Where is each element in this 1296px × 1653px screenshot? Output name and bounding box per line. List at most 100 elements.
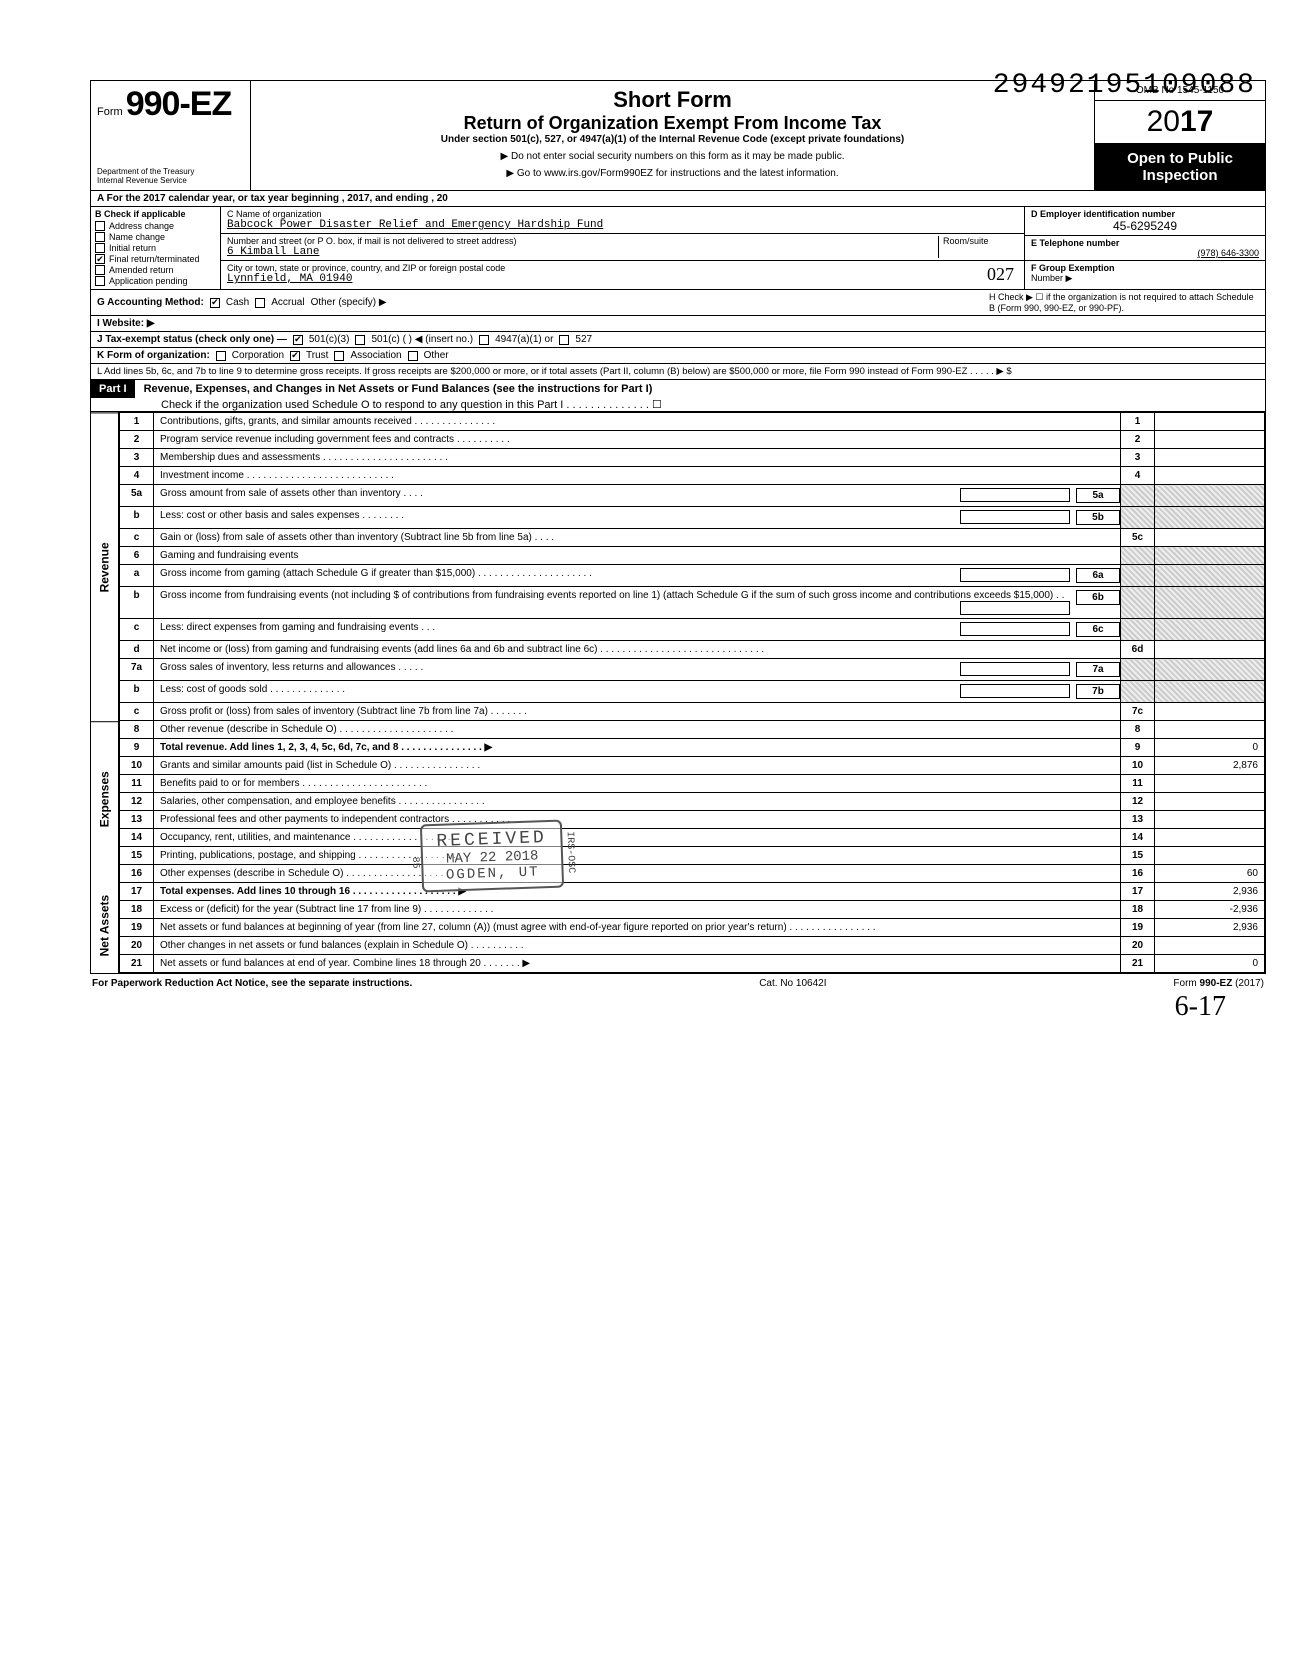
block-b-through-f: B Check if applicable Address change Nam…	[90, 207, 1266, 290]
open-inspection: Open to Public Inspection	[1095, 144, 1265, 190]
chk-name-change[interactable]	[95, 232, 105, 242]
line-6d: dNet income or (loss) from gaming and fu…	[120, 641, 1265, 659]
amt-6c[interactable]	[960, 622, 1070, 636]
inner-7a: 7a	[1076, 662, 1120, 677]
chk-527[interactable]	[559, 335, 569, 345]
line-20: 20Other changes in net assets or fund ba…	[120, 937, 1265, 955]
line-21: 21Net assets or fund balances at end of …	[120, 955, 1265, 973]
footer-mid: Cat. No 10642I	[759, 978, 826, 989]
stamp-side2: 85	[409, 857, 420, 869]
line-14: 14Occupancy, rent, utilities, and mainte…	[120, 829, 1265, 847]
part1-check: Check if the organization used Schedule …	[91, 399, 662, 411]
lbl-4947: 4947(a)(1) or	[495, 334, 553, 345]
amt-6b[interactable]	[960, 601, 1070, 615]
amt-5b[interactable]	[960, 510, 1070, 524]
lbl-name-change: Name change	[109, 232, 165, 242]
line-10: 10Grants and similar amounts paid (list …	[120, 757, 1265, 775]
line-8: 8Other revenue (describe in Schedule O) …	[120, 721, 1265, 739]
chk-trust[interactable]: ✔	[290, 351, 300, 361]
amt-7b[interactable]	[960, 684, 1070, 698]
section-def: D Employer identification number 45-6295…	[1025, 207, 1265, 289]
line-11: 11Benefits paid to or for members . . . …	[120, 775, 1265, 793]
line-7b: bLess: cost of goods sold . . . . . . . …	[120, 681, 1265, 703]
row-h: H Check ▶ ☐ if the organization is not r…	[989, 292, 1259, 313]
chk-501c3[interactable]: ✔	[293, 335, 303, 345]
amt-5a[interactable]	[960, 488, 1070, 502]
d-label: D Employer identification number	[1031, 209, 1175, 219]
org-city: Lynnfield, MA 01940	[227, 273, 352, 285]
amt-7a[interactable]	[960, 662, 1070, 676]
line-3: 3Membership dues and assessments . . . .…	[120, 449, 1265, 467]
org-street: 6 Kimball Lane	[227, 246, 319, 258]
signature: 6-17	[1175, 991, 1226, 1023]
lbl-501c3: 501(c)(3)	[309, 334, 350, 345]
lbl-527: 527	[575, 334, 592, 345]
chk-4947[interactable]	[479, 335, 489, 345]
inner-5b: 5b	[1076, 510, 1120, 525]
year-prefix: 20	[1147, 105, 1180, 138]
received-stamp: RECEIVED MAY 22 2018 OGDEN, UT IRS-OSC 8…	[420, 820, 565, 893]
side-net-assets: Net Assets	[91, 877, 118, 973]
l-text: L Add lines 5b, 6c, and 7b to line 9 to …	[97, 366, 1012, 377]
lbl-501c: 501(c) ( ) ◀ (insert no.)	[371, 334, 473, 345]
amt-6a[interactable]	[960, 568, 1070, 582]
line-9: 9Total revenue. Add lines 1, 2, 3, 4, 5c…	[120, 739, 1265, 757]
tax-year: 2017	[1095, 101, 1265, 144]
form-header: Form 990-EZ Department of the Treasury I…	[90, 80, 1266, 191]
lbl-final-return: Final return/terminated	[109, 254, 200, 264]
line-6b: bGross income from fundraising events (n…	[120, 587, 1265, 619]
c-name-label: C Name of organization	[227, 209, 322, 219]
lbl-other-method: Other (specify) ▶	[311, 297, 387, 308]
chk-corp[interactable]	[216, 351, 226, 361]
subtitle: Under section 501(c), 527, or 4947(a)(1)…	[259, 134, 1086, 145]
chk-final-return[interactable]: ✔	[95, 254, 105, 264]
line-18: 18Excess or (deficit) for the year (Subt…	[120, 901, 1265, 919]
g-label: G Accounting Method:	[97, 297, 204, 308]
chk-initial-return[interactable]	[95, 243, 105, 253]
note-ssn: ▶ Do not enter social security numbers o…	[259, 151, 1086, 162]
f-label2: Number ▶	[1031, 273, 1072, 283]
part1-label: Part I	[91, 380, 135, 398]
phone-value: (978) 646-3300	[1031, 248, 1259, 258]
title-short-form: Short Form	[259, 87, 1086, 113]
line-7a: 7aGross sales of inventory, less returns…	[120, 659, 1265, 681]
lines-table: 1Contributions, gifts, grants, and simil…	[119, 412, 1265, 973]
section-b: B Check if applicable Address change Nam…	[91, 207, 221, 289]
chk-other-org[interactable]	[408, 351, 418, 361]
ein-value: 45-6295249	[1031, 219, 1259, 233]
line-19: 19Net assets or fund balances at beginni…	[120, 919, 1265, 937]
inner-6a: 6a	[1076, 568, 1120, 583]
chk-assoc[interactable]	[334, 351, 344, 361]
chk-cash[interactable]: ✔	[210, 298, 220, 308]
f-label: F Group Exemption	[1031, 263, 1115, 273]
section-b-label: B Check if applicable	[95, 209, 216, 219]
line-7c: cGross profit or (loss) from sales of in…	[120, 703, 1265, 721]
chk-app-pending[interactable]	[95, 276, 105, 286]
chk-address-change[interactable]	[95, 221, 105, 231]
chk-accrual[interactable]	[255, 298, 265, 308]
stamp-side: IRS-OSC	[564, 831, 576, 873]
lbl-initial-return: Initial return	[109, 243, 156, 253]
lbl-corp: Corporation	[232, 350, 284, 361]
form-prefix: Form	[97, 106, 123, 118]
section-c: C Name of organization Babcock Power Dis…	[221, 207, 1025, 289]
dept-label: Department of the Treasury Internal Reve…	[97, 168, 244, 186]
line-4: 4Investment income . . . . . . . . . . .…	[120, 467, 1265, 485]
note-url: ▶ Go to www.irs.gov/Form990EZ for instru…	[259, 168, 1086, 179]
line-15: 15Printing, publications, postage, and s…	[120, 847, 1265, 865]
year-bold: 17	[1180, 105, 1213, 138]
chk-amended[interactable]	[95, 265, 105, 275]
inner-6b: 6b	[1076, 590, 1120, 605]
lbl-amended: Amended return	[109, 265, 174, 275]
inner-5a: 5a	[1076, 488, 1120, 503]
lbl-accrual: Accrual	[271, 297, 304, 308]
part1-header: Part I Revenue, Expenses, and Changes in…	[90, 380, 1266, 412]
e-label: E Telephone number	[1031, 238, 1119, 248]
chk-501c[interactable]	[355, 335, 365, 345]
form-number: Form 990-EZ	[97, 85, 244, 124]
line-2: 2Program service revenue including gover…	[120, 431, 1265, 449]
part1-grid: Revenue Expenses Net Assets 1Contributio…	[90, 412, 1266, 974]
lbl-other-org: Other	[424, 350, 449, 361]
omb-number: OMB No 1545-1150	[1095, 81, 1265, 101]
line-5c: cGain or (loss) from sale of assets othe…	[120, 529, 1265, 547]
